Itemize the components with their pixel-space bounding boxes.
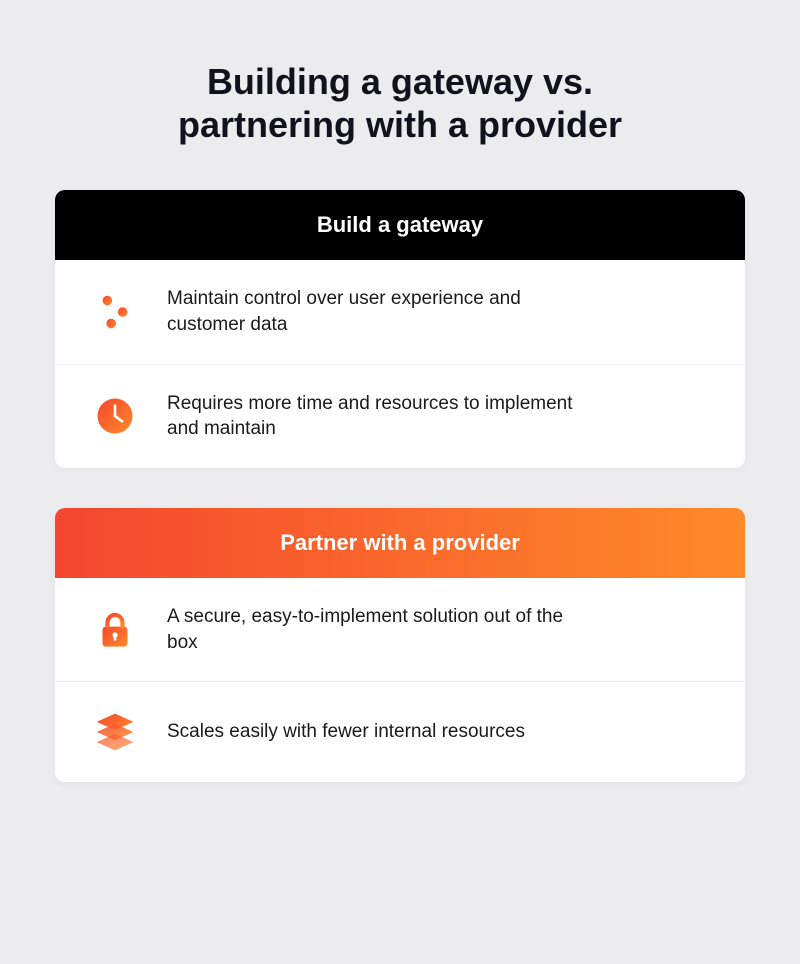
card-row-text: Requires more time and resources to impl… bbox=[167, 391, 587, 442]
page-title: Building a gateway vs. partnering with a… bbox=[178, 60, 622, 146]
card-header-label: Build a gateway bbox=[317, 212, 483, 237]
clock-icon bbox=[91, 392, 139, 440]
card-header: Build a gateway bbox=[55, 190, 745, 260]
card-header: Partner with a provider bbox=[55, 508, 745, 578]
card-row-text: Maintain control over user experience an… bbox=[167, 286, 587, 337]
layers-icon bbox=[91, 708, 139, 756]
card-row: A secure, easy-to-implement solution out… bbox=[55, 578, 745, 681]
card-row: Maintain control over user experience an… bbox=[55, 260, 745, 363]
sliders-icon bbox=[91, 288, 139, 336]
card-header-label: Partner with a provider bbox=[280, 530, 520, 555]
card-row-text: A secure, easy-to-implement solution out… bbox=[167, 604, 587, 655]
title-line-1: Building a gateway vs. bbox=[207, 61, 593, 102]
card-row: Requires more time and resources to impl… bbox=[55, 364, 745, 468]
title-line-2: partnering with a provider bbox=[178, 104, 622, 145]
card-0: Build a gateway Maintain control over us… bbox=[55, 190, 745, 468]
card-row: Scales easily with fewer internal resour… bbox=[55, 681, 745, 782]
card-1: Partner with a provider A secure, easy-t… bbox=[55, 508, 745, 782]
card-row-text: Scales easily with fewer internal resour… bbox=[167, 719, 525, 745]
lock-icon bbox=[91, 606, 139, 654]
